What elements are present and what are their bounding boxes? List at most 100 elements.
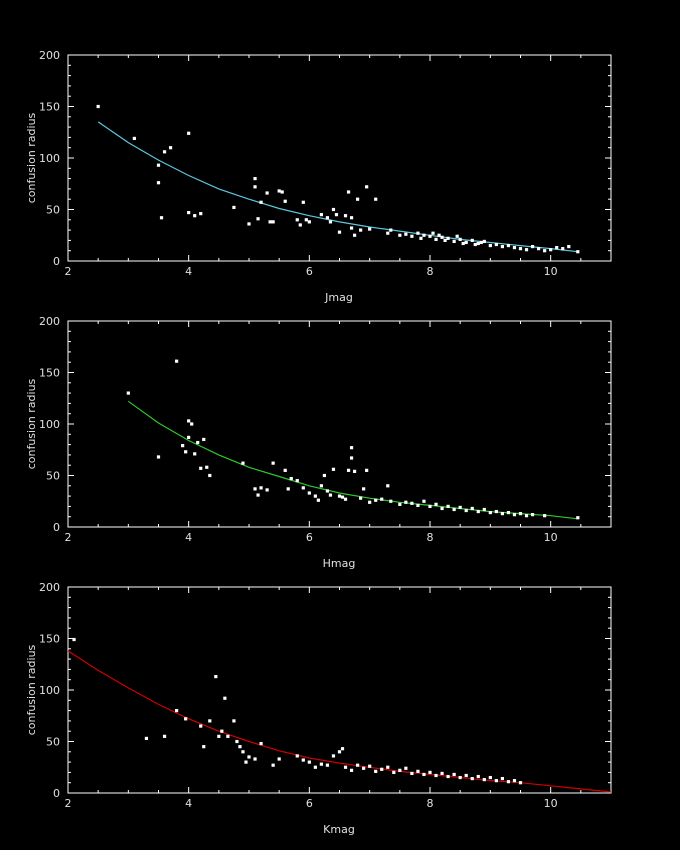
data-point: [506, 243, 511, 248]
data-point: [389, 228, 393, 232]
data-point: [518, 247, 523, 251]
x-tick-label: 10: [544, 797, 558, 810]
data-point: [576, 516, 580, 520]
data-point: [322, 473, 327, 478]
data-point: [241, 750, 245, 754]
data-point: [365, 185, 369, 189]
data-point: [479, 240, 483, 245]
data-point: [356, 763, 360, 767]
data-point: [455, 234, 459, 238]
x-tick-label: 10: [544, 265, 558, 278]
y-axis-label: confusion radius: [25, 112, 38, 203]
data-point: [349, 446, 354, 450]
data-point: [268, 220, 272, 224]
data-point: [184, 450, 188, 454]
y-tick-label: 50: [46, 204, 60, 217]
fit-line-layer: [97, 121, 578, 253]
data-point: [440, 506, 444, 511]
data-point: [202, 437, 206, 442]
data-point: [325, 763, 330, 767]
data-point: [500, 776, 504, 781]
data-point: [319, 762, 323, 766]
data-point: [452, 772, 456, 777]
data-point: [184, 717, 188, 721]
data-point: [156, 455, 161, 459]
x-axis-label: Kmag: [323, 823, 355, 836]
x-tick-label: 2: [65, 531, 72, 544]
y-tick-label: 200: [39, 581, 60, 594]
data-point: [506, 510, 511, 515]
x-tick-label: 4: [185, 797, 192, 810]
data-point: [217, 734, 221, 738]
data-point: [340, 747, 345, 751]
data-point: [476, 509, 480, 514]
plot-frame: [67, 54, 612, 262]
data-point: [518, 781, 523, 785]
y-tick-label: 150: [39, 101, 60, 114]
data-point: [301, 486, 305, 490]
data-point: [331, 754, 336, 758]
data-point: [271, 461, 275, 465]
data-point: [434, 773, 438, 778]
x-axis-label: Hmag: [323, 557, 356, 570]
data-point: [458, 237, 462, 241]
data-point: [232, 719, 236, 723]
data-point: [555, 246, 559, 250]
data-point: [162, 150, 167, 154]
data-point: [307, 220, 311, 224]
data-point: [238, 745, 242, 749]
data-point: [404, 500, 408, 504]
data-point: [524, 248, 529, 252]
data-point: [325, 489, 330, 493]
data-point: [398, 768, 402, 772]
data-point: [446, 774, 450, 779]
data-point: [328, 493, 333, 497]
data-point: [343, 214, 348, 218]
data-point: [416, 769, 420, 773]
data-point: [271, 763, 275, 767]
x-tick-label: 6: [306, 797, 313, 810]
data-point: [352, 233, 357, 237]
data-point: [190, 422, 194, 426]
data-point: [223, 696, 227, 700]
data-point: [259, 486, 263, 490]
data-point: [349, 768, 354, 772]
y-tick-label: 200: [39, 49, 60, 62]
data-point: [331, 207, 336, 212]
data-point: [301, 758, 305, 762]
data-point: [313, 765, 317, 769]
y-tick-label: 150: [39, 633, 60, 646]
x-tick-label: 8: [427, 265, 434, 278]
data-point: [253, 487, 257, 491]
data-point: [289, 476, 293, 481]
y-tick-label: 50: [46, 736, 60, 749]
data-point: [386, 231, 390, 235]
data-point: [307, 491, 311, 495]
data-point: [419, 236, 423, 240]
data-point: [464, 508, 468, 513]
data-point: [193, 452, 197, 456]
data-point: [416, 231, 420, 235]
data-point: [422, 772, 426, 777]
data-point: [265, 191, 269, 195]
data-point: [337, 494, 342, 498]
data-point: [319, 484, 323, 488]
data-point: [452, 507, 456, 512]
data-point: [295, 479, 299, 483]
data-point: [398, 233, 402, 237]
fit-line: [97, 121, 578, 253]
data-point: [362, 487, 366, 491]
data-point: [446, 236, 450, 240]
data-point: [72, 637, 76, 642]
data-point: [214, 675, 218, 679]
data-point: [500, 512, 504, 516]
data-point: [253, 177, 257, 181]
y-tick-label: 100: [39, 418, 60, 431]
data-point: [422, 499, 426, 503]
data-point: [398, 502, 402, 506]
data-point: [241, 461, 245, 465]
